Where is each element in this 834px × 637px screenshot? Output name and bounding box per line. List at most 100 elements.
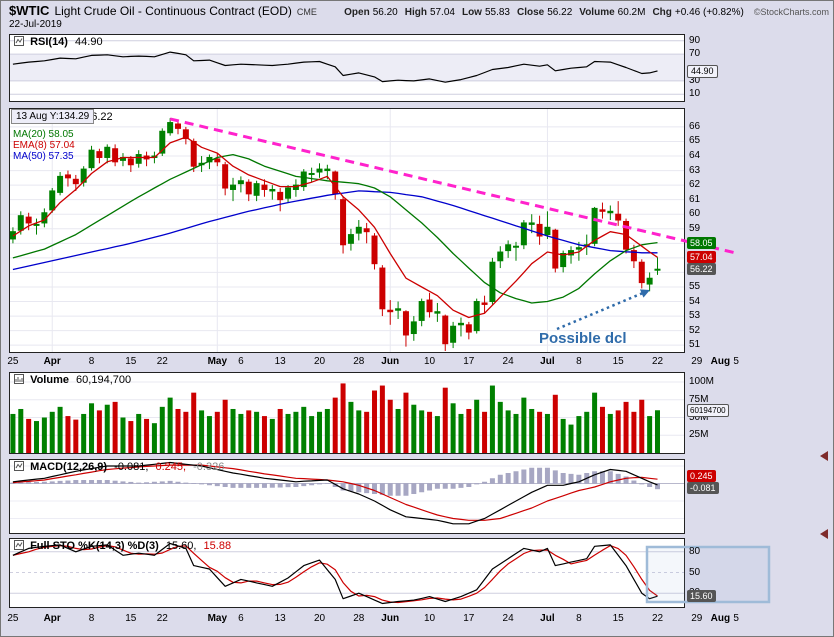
high-label: High bbox=[404, 7, 427, 18]
date-label: Jul bbox=[540, 613, 555, 624]
date-label: 8 bbox=[88, 356, 95, 367]
date-label: 17 bbox=[463, 356, 475, 367]
high-value: 57.04 bbox=[429, 7, 455, 18]
chart-header: $WTIC Light Crude Oil - Continuous Contr… bbox=[9, 3, 829, 30]
date-label: Aug bbox=[710, 613, 731, 624]
instrument-name: Light Crude Oil - Continuous Contract (E… bbox=[54, 4, 292, 18]
date-label: 22 bbox=[651, 356, 664, 367]
date-label: 17 bbox=[463, 613, 475, 624]
date-label: 25 bbox=[7, 613, 19, 624]
date-label: Aug bbox=[710, 356, 731, 367]
axis-tick: 63 bbox=[689, 164, 701, 176]
ema8-legend: EMA(8) 57.04 bbox=[13, 140, 75, 151]
symbol: $WTIC bbox=[9, 3, 50, 18]
ma20-badge: 58.05 bbox=[687, 236, 716, 249]
axis-tick: 55 bbox=[689, 280, 701, 292]
axis-tick: 65 bbox=[689, 135, 701, 147]
date-label: 15 bbox=[612, 613, 624, 624]
ma50-legend: MA(50) 57.35 bbox=[13, 151, 74, 162]
date-label: 6 bbox=[238, 356, 244, 367]
open-label: Open bbox=[344, 7, 370, 18]
date-label: 6 bbox=[238, 613, 244, 624]
date-label: Apr bbox=[43, 356, 61, 367]
axis-tick: 51 bbox=[689, 339, 701, 351]
close-value: 56.22 bbox=[547, 7, 573, 18]
rsi-value-badge: 44.90 bbox=[687, 64, 718, 78]
rsi-label-name: RSI(14) bbox=[30, 36, 68, 48]
price-panel bbox=[9, 108, 685, 353]
axis-tick: 100M bbox=[689, 376, 715, 387]
axis-tick: 64 bbox=[689, 150, 701, 161]
date-label: Apr bbox=[43, 613, 61, 624]
open-value: 56.20 bbox=[372, 7, 398, 18]
chg-value: +0.46 (+0.82%) bbox=[674, 7, 744, 18]
sto-value-d: 15.88 bbox=[203, 540, 232, 552]
macd-value-hist: -0.326 bbox=[193, 461, 225, 473]
sto-value-badge: 15.60 bbox=[687, 590, 716, 603]
last-price-badge: 56.22 bbox=[687, 263, 716, 276]
sto-label-name: Full STO %K(14,3) %D(3) bbox=[30, 540, 159, 552]
date-label: 8 bbox=[576, 356, 582, 367]
axis-tick: 62 bbox=[689, 179, 701, 191]
volume-label-name: Volume bbox=[30, 374, 69, 386]
axis-tick: 60 bbox=[689, 208, 701, 220]
date-label: 8 bbox=[88, 613, 95, 624]
volume-label: Volume bbox=[579, 7, 615, 18]
macd-panel-icon bbox=[14, 461, 24, 471]
date-label: Jul bbox=[540, 356, 555, 367]
exchange: CME bbox=[296, 7, 317, 17]
date-label: 28 bbox=[353, 613, 365, 624]
date-label: 15 bbox=[125, 356, 137, 367]
crosshair-tooltip: 13 Aug Y:134.29 bbox=[11, 109, 95, 124]
axis-tick: 80 bbox=[689, 545, 701, 557]
copyright: ©StockCharts.com bbox=[753, 7, 829, 17]
sto-panel-icon bbox=[14, 540, 24, 550]
date-label: May bbox=[207, 613, 228, 624]
axis-tick: 70 bbox=[689, 48, 701, 60]
date-label: 22 bbox=[651, 613, 664, 624]
ema8-badge: 57.04 bbox=[687, 251, 716, 264]
date-label: 29 bbox=[691, 613, 703, 624]
sto-panel-label: Full STO %K(14,3) %D(3) 15.60, 15.88 bbox=[14, 540, 231, 552]
panel-drag-handle-icon[interactable] bbox=[820, 529, 828, 539]
volume-label-value: 60,194,700 bbox=[76, 374, 132, 386]
axis-tick: 75M bbox=[689, 393, 709, 405]
axis-tick: 52 bbox=[689, 324, 701, 336]
macd-line-badge: -0.081 bbox=[687, 481, 719, 494]
rsi-panel-icon bbox=[14, 36, 24, 46]
axis-tick: 54 bbox=[689, 295, 701, 307]
macd-panel-label: MACD(12,26,9) -0.081, 0.245, -0.326 bbox=[14, 461, 224, 473]
date-label: 10 bbox=[423, 356, 436, 367]
axis-tick: 66 bbox=[689, 120, 701, 132]
possible-dcl-annotation: Possible dcl bbox=[539, 330, 627, 347]
macd-signal-badge: 0.245 bbox=[687, 470, 716, 483]
date-label: 10 bbox=[423, 613, 436, 624]
macd-label-name: MACD(12,26,9) bbox=[30, 461, 108, 473]
volume-badge: 60194700 bbox=[687, 404, 729, 418]
rsi-label-value: 44.90 bbox=[75, 36, 103, 48]
date-label: 13 bbox=[274, 613, 286, 624]
ma20-legend: MA(20) 58.05 bbox=[13, 129, 74, 140]
volume-panel-icon bbox=[14, 374, 24, 384]
date-label: 20 bbox=[313, 356, 326, 367]
date-label: 28 bbox=[353, 356, 365, 367]
volume-value: 60.2M bbox=[617, 7, 646, 18]
date-label: 13 bbox=[274, 356, 286, 367]
panel-drag-handle-icon[interactable] bbox=[820, 451, 828, 461]
date-label: 22 bbox=[156, 356, 168, 367]
date-label: Jun bbox=[381, 613, 400, 624]
date-label: 15 bbox=[612, 356, 624, 367]
axis-tick: 30 bbox=[689, 74, 701, 86]
rsi-panel bbox=[9, 34, 685, 102]
volume-panel-label: Volume 60,194,700 bbox=[14, 374, 131, 386]
date-label: May bbox=[207, 356, 228, 367]
date-label: 20 bbox=[313, 613, 326, 624]
axis-tick: 25M bbox=[689, 429, 709, 441]
axis-tick: 10 bbox=[689, 88, 701, 100]
low-value: 55.83 bbox=[484, 7, 510, 18]
date-label: 24 bbox=[502, 356, 514, 367]
macd-value-line: -0.081, bbox=[114, 461, 149, 473]
close-label: Close bbox=[517, 7, 545, 18]
axis-tick: 53 bbox=[689, 310, 701, 322]
